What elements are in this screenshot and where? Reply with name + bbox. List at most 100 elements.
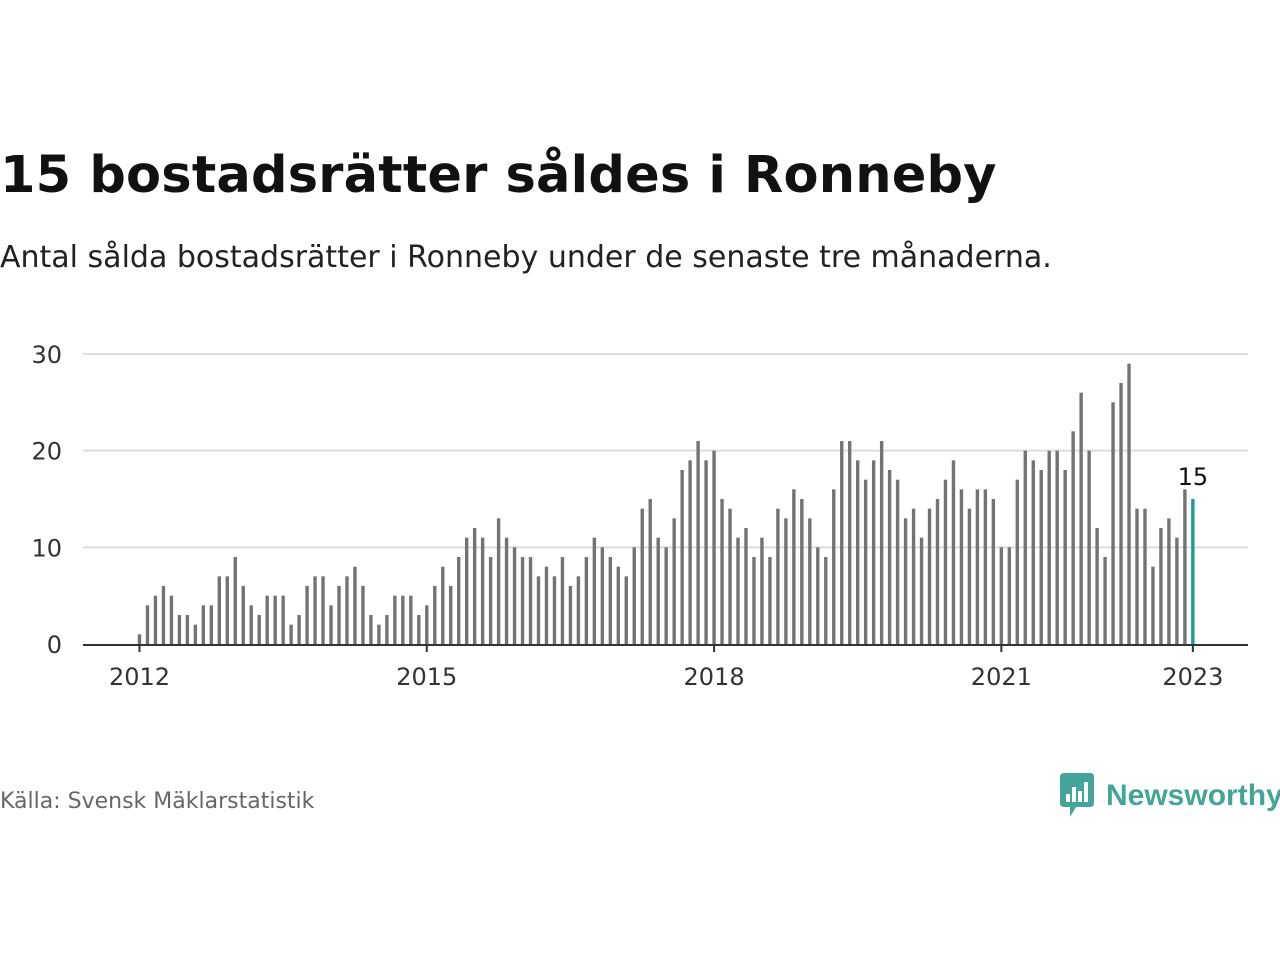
chart-subtitle: Antal sålda bostadsrätter i Ronneby unde… [0,240,1052,275]
bar [1023,450,1027,644]
bar [776,508,780,644]
bar [393,595,397,644]
bar [568,586,573,644]
bar [1047,450,1051,644]
bar [608,557,613,644]
bar [488,557,493,644]
bar [576,576,581,644]
bar [137,634,142,644]
bar [664,547,668,644]
bar [449,586,453,644]
bar [1039,470,1043,644]
bar-highlight [1191,499,1195,644]
bar [887,470,892,644]
bar [241,586,245,644]
bars: 15 [137,363,1208,644]
bar [584,557,589,644]
bar [353,566,357,644]
bar [496,518,501,644]
bar [512,547,517,644]
x-tick-label: 2018 [684,663,745,691]
bar [201,605,206,644]
bar [991,499,996,644]
bar [959,489,964,644]
bar [457,557,461,644]
bar [1135,508,1139,644]
bar [161,586,166,644]
bar [704,460,708,644]
bar [528,557,533,644]
bar [361,586,365,644]
bar [879,441,884,644]
bar-chart: 15 0 10 20 30 2012 2015 2018 2021 2023 [31,341,1248,691]
bar [337,586,341,644]
y-tick-label: 30 [31,341,62,369]
bar [217,576,221,644]
source-note: Källa: Svensk Mäklarstatistik [0,789,315,814]
bar [385,615,389,644]
bar [840,441,844,644]
bar [464,537,469,644]
bar [321,576,325,644]
bar [967,508,972,644]
bar [536,576,541,644]
bar [632,547,636,644]
bar [784,518,788,644]
bar [999,547,1004,644]
bar [345,576,349,644]
bar [297,615,301,644]
bar [265,595,269,644]
bar [433,586,437,644]
bar [1167,518,1171,644]
bar [1087,450,1091,644]
bar [816,547,820,644]
bar [856,460,860,644]
y-tick-label: 20 [31,438,62,466]
y-tick-label: 0 [47,631,62,659]
bar [560,557,565,644]
bar [472,528,477,644]
bar [1015,479,1019,644]
bar [616,566,620,644]
bar [153,595,158,644]
bar [369,615,373,644]
bar [185,615,190,644]
bar [145,605,150,644]
bar [744,528,748,644]
bar [895,479,900,644]
bar [919,537,924,644]
bar [1151,566,1155,644]
bar [848,441,852,644]
bar [313,576,317,644]
bar [911,508,916,644]
bar [656,537,660,644]
bar [1143,508,1147,644]
bar [600,547,605,644]
y-tick-label: 10 [31,534,62,562]
bar [672,518,676,644]
bar [1159,528,1163,644]
bar [425,605,429,644]
x-tick-label: 2023 [1162,663,1223,691]
bar [305,586,309,644]
bar [728,508,732,644]
bar [1079,392,1083,644]
bar [273,595,277,644]
bar [903,518,908,644]
bar [1119,383,1123,644]
newsworthy-logo-icon [1060,773,1094,817]
bar [193,624,198,644]
bar [1127,363,1131,644]
bar [927,508,932,644]
bar [257,615,261,644]
bar [1103,557,1107,644]
bar [752,557,756,644]
axes: 0 10 20 30 2012 2015 2018 2021 2023 [31,341,1248,691]
bar [1007,547,1012,644]
bar [792,489,796,644]
bar [1063,470,1067,644]
x-tick-label: 2015 [396,663,457,691]
bar [1071,431,1075,644]
bar [249,605,253,644]
bar [520,557,525,644]
